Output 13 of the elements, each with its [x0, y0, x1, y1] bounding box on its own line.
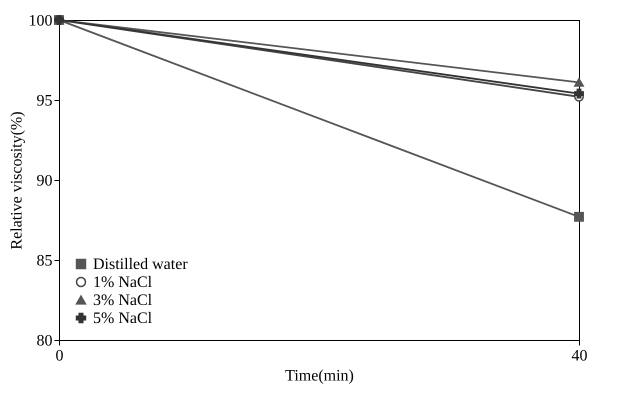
- legend-label: 5% NaCl: [93, 310, 153, 327]
- x-axis-title: Time(min): [285, 368, 354, 384]
- y-axis-title: Relative viscosity(%): [8, 111, 26, 250]
- y-tick-label: 95: [36, 92, 52, 110]
- legend-label: Distilled water: [93, 256, 188, 273]
- legend-label: 1% NaCl: [93, 274, 153, 291]
- y-tick-label: 80: [36, 332, 52, 350]
- y-tick-label: 100: [28, 12, 52, 30]
- legend-label: 3% NaCl: [93, 292, 153, 309]
- y-tick-label: 85: [36, 252, 52, 270]
- x-tick-label: 40: [572, 348, 588, 364]
- y-tick-label: 90: [36, 172, 52, 190]
- x-tick-label: 0: [56, 348, 64, 364]
